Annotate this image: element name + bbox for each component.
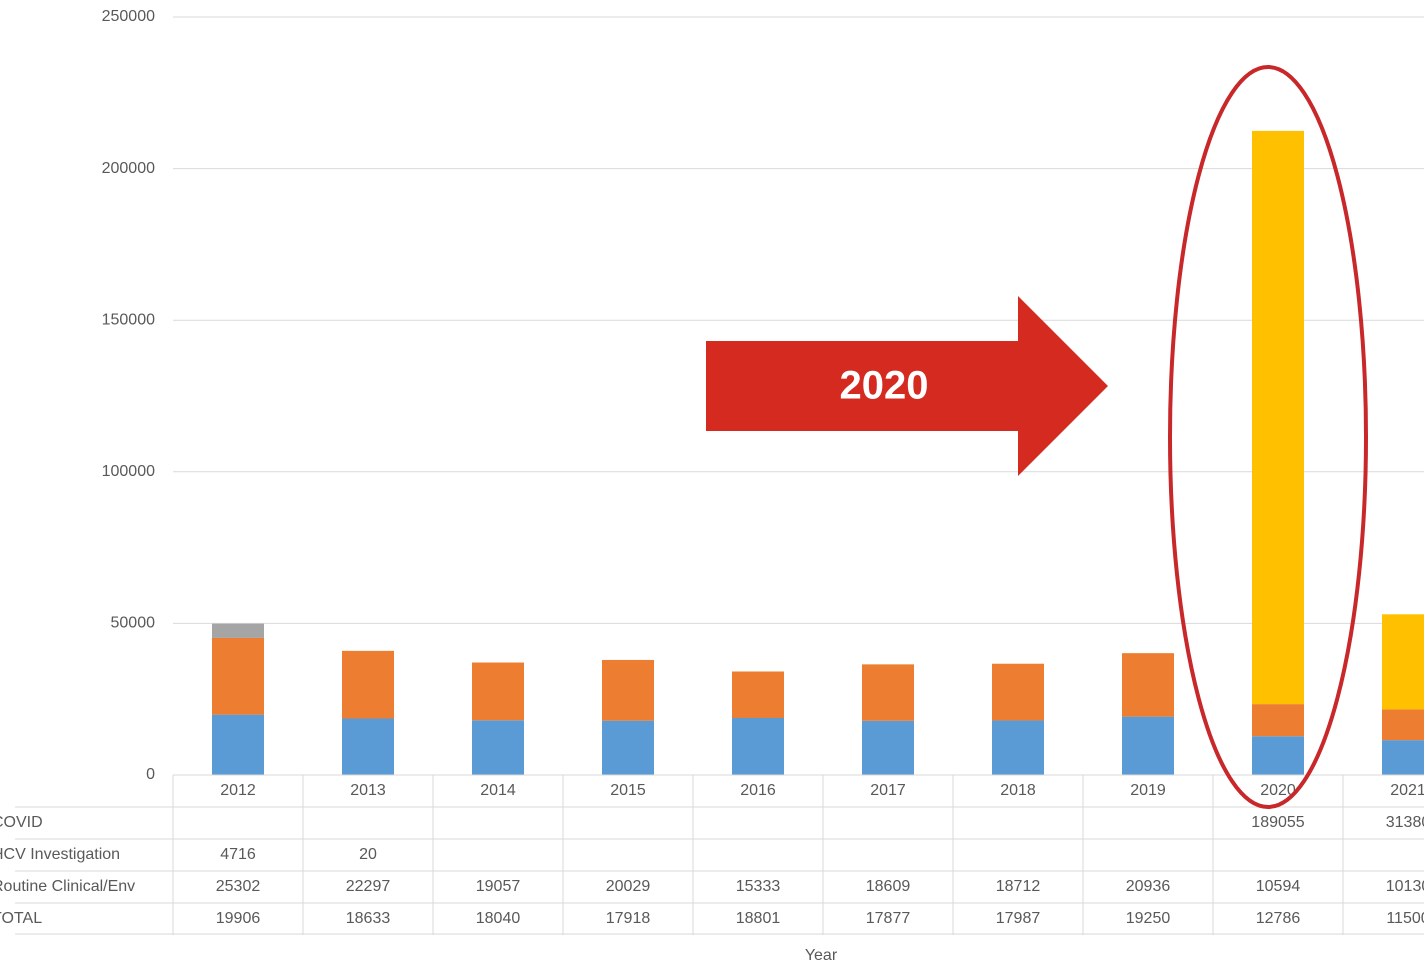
bar-segment xyxy=(602,659,654,721)
bar-segment xyxy=(212,637,264,715)
bar-segment xyxy=(1252,736,1304,775)
table-value: 25302 xyxy=(216,878,261,895)
table-value: 10130 xyxy=(1386,878,1424,895)
y-tick-label: 100000 xyxy=(102,463,155,480)
bar-segment xyxy=(602,720,654,775)
bar-segment xyxy=(1382,614,1424,710)
highlight-ellipse xyxy=(1168,65,1368,809)
table-value: 17918 xyxy=(606,910,651,927)
legend-label: COVID xyxy=(0,814,43,831)
table-value: 15333 xyxy=(736,878,781,895)
x-tick-label: 2021 xyxy=(1390,782,1424,799)
table-value: 189055 xyxy=(1251,814,1304,831)
table-value: 18712 xyxy=(996,878,1041,895)
bar-segment xyxy=(212,714,264,775)
table-value: 20029 xyxy=(606,878,651,895)
bar-segment xyxy=(1382,709,1424,741)
bar-segment xyxy=(472,720,524,775)
bar-segment xyxy=(342,650,394,719)
bar-segment xyxy=(732,671,784,718)
x-tick-label: 2017 xyxy=(870,782,906,799)
bar-segment xyxy=(992,720,1044,775)
bars xyxy=(212,130,1424,775)
bar-segment xyxy=(1252,130,1304,705)
table-value: 19250 xyxy=(1126,910,1171,927)
x-tick-label: 2015 xyxy=(610,782,646,799)
y-tick-label: 0 xyxy=(146,766,155,783)
table-value: 20936 xyxy=(1126,878,1171,895)
bar-segment xyxy=(732,717,784,775)
legend-label: HCV Investigation xyxy=(0,846,120,863)
bar-segment xyxy=(1252,704,1304,737)
bar-segment xyxy=(1122,653,1174,717)
table-value: 18040 xyxy=(476,910,521,927)
table-value: 17877 xyxy=(866,910,911,927)
bar-segment xyxy=(1382,740,1424,775)
x-tick-label: 2013 xyxy=(350,782,386,799)
data-table: 2012 4716 25302 19906 2013 20 22297 18633 2014 19… xyxy=(0,774,1424,935)
table-value: 22297 xyxy=(346,878,391,895)
table-value: 11500 xyxy=(1386,910,1424,927)
bar-segment xyxy=(992,663,1044,721)
x-tick-label: 2016 xyxy=(740,782,776,799)
y-tick-label: 250000 xyxy=(102,8,155,25)
bar-segment xyxy=(342,718,394,775)
bar-segment xyxy=(862,664,914,721)
x-axis-label: Year xyxy=(805,947,838,964)
x-tick-label: 2018 xyxy=(1000,782,1036,799)
table-value: 4716 xyxy=(220,846,256,863)
x-tick-label: 2019 xyxy=(1130,782,1166,799)
table-value: 19906 xyxy=(216,910,261,927)
table-value: 10594 xyxy=(1256,878,1301,895)
legend-label: Routine Clinical/Env xyxy=(0,878,135,895)
y-tick-label: 50000 xyxy=(111,615,156,632)
bar-segment xyxy=(212,623,264,638)
x-tick-label: 2020 xyxy=(1260,782,1296,799)
annotation: 2020 xyxy=(840,364,929,408)
table-value: 18633 xyxy=(346,910,391,927)
x-tick-label: 2014 xyxy=(480,782,516,799)
bar-segment xyxy=(472,662,524,721)
y-tick-label: 150000 xyxy=(102,311,155,328)
table-value: 19057 xyxy=(476,878,521,895)
grid: 0 50000 100000 150000 200000 250000 xyxy=(102,8,1424,783)
legend-label: TOTAL xyxy=(0,910,42,927)
y-tick-label: 200000 xyxy=(102,160,155,177)
table-value: 20 xyxy=(359,846,377,863)
arrow xyxy=(706,296,1108,476)
table-value: 18801 xyxy=(736,910,781,927)
table-value: 18609 xyxy=(866,878,911,895)
bar-segment xyxy=(862,720,914,775)
table-value: 17987 xyxy=(996,910,1041,927)
table-value: 31380 xyxy=(1386,814,1424,831)
x-tick-label: 2012 xyxy=(220,782,256,799)
table-value: 12786 xyxy=(1256,910,1301,927)
bar-segment xyxy=(1122,716,1174,775)
